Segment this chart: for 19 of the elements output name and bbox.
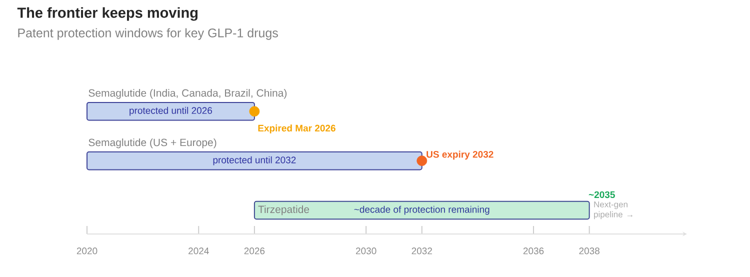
- data-label: protected until 2026: [130, 106, 212, 116]
- y-tick-label: Semaglutide (US + Europe): [88, 138, 216, 148]
- x-tick-label: 2032: [412, 248, 432, 254]
- y-tick-label: Semaglutide (India, Canada, Brazil, China): [88, 88, 287, 99]
- x-tick-label: 2036: [523, 248, 544, 254]
- annotation: Expired Mar 2026: [258, 124, 336, 134]
- x-tick-label: 2026: [244, 248, 265, 254]
- chart-title: The frontier keeps moving: [17, 7, 198, 21]
- annotation: ~2035: [588, 191, 615, 198]
- x-tick-label: 2020: [76, 248, 98, 254]
- data-label: ~decade of protection remaining: [354, 206, 490, 215]
- annotation: US expiry 2032: [426, 150, 494, 160]
- x-tick-label: 2038: [579, 248, 600, 254]
- x-tick-label: 2030: [356, 248, 376, 254]
- x-tick-label: 2024: [188, 248, 209, 254]
- data-label: protected until 2032: [213, 156, 296, 166]
- annotation: Next-gen pipeline →: [594, 201, 632, 220]
- y-tick-label: Tirzepatide: [258, 205, 310, 216]
- chart-subtitle: Patent protection windows for key GLP-1 drugs: [18, 28, 278, 40]
